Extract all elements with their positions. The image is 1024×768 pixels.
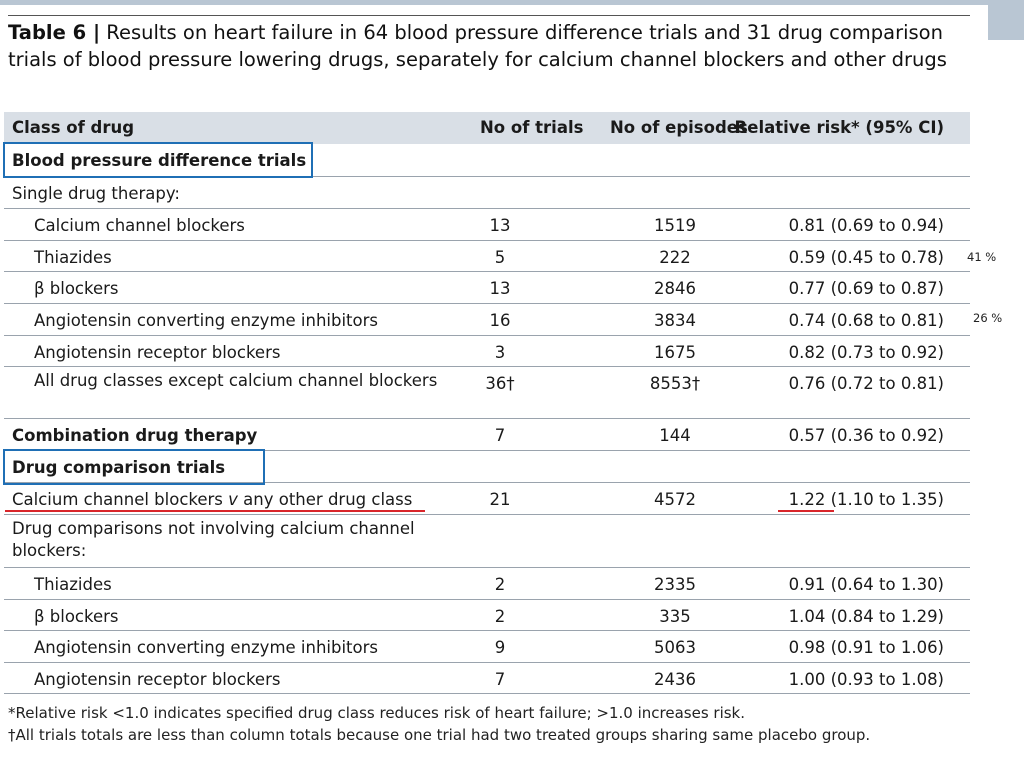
row-label: Angiotensin converting enzyme inhibitors: [34, 311, 379, 330]
table-row: Calcium channel blockers 13 1519 0.81 (0…: [4, 209, 970, 241]
row-label: β blockers: [34, 607, 119, 626]
table-row-ccb-vs-other: Calcium channel blockers v any other dru…: [4, 483, 970, 515]
corner-accent: [988, 0, 1024, 40]
row-episodes: 144: [659, 426, 691, 445]
row-label: Thiazides: [34, 575, 112, 594]
row-trials: 9: [494, 638, 506, 657]
side-note-ace: 26 %: [973, 311, 1003, 325]
col-header-trials: No of trials: [480, 118, 584, 137]
row-trials: 21: [489, 490, 511, 509]
highlight-box-drug-comparison: [3, 449, 265, 485]
row-episodes: 3834: [654, 311, 696, 330]
table-row: β blockers 13 2846 0.77 (0.69 to 0.87): [4, 272, 970, 304]
col-header-class: Class of drug: [12, 118, 135, 137]
row-episodes: 1519: [654, 216, 696, 235]
table-number: Table 6 |: [8, 21, 101, 44]
table-title: Table 6 | Results on heart failure in 64…: [8, 19, 983, 73]
table-row: Thiazides 5 222 0.59 (0.45 to 0.78): [4, 241, 970, 272]
row-label: Calcium channel blockers v any other dru…: [12, 490, 412, 509]
subheading-row-single-drug: Single drug therapy:: [4, 177, 970, 209]
red-underline-rr-value: [778, 510, 834, 512]
row-label: β blockers: [34, 279, 119, 298]
row-relative-risk: 0.91 (0.64 to 1.30): [788, 575, 944, 594]
row-episodes: 222: [659, 248, 691, 267]
section-row-bp-difference: Blood pressure difference trials: [4, 144, 970, 177]
table-row: Angiotensin receptor blockers 7 2436 1.0…: [4, 663, 970, 694]
row-label: Drug comparison trials: [12, 458, 226, 477]
table-row: Thiazides 2 2335 0.91 (0.64 to 1.30): [4, 568, 970, 600]
row-label: Thiazides: [34, 248, 112, 267]
row-episodes: 335: [659, 607, 691, 626]
section-row-drug-comparison: Drug comparison trials: [4, 451, 970, 483]
top-accent-bar: [0, 0, 1024, 5]
table-row-combination: Combination drug therapy 7 144 0.57 (0.3…: [4, 419, 970, 451]
row-episodes: 4572: [654, 490, 696, 509]
row-trials: 7: [494, 670, 506, 689]
row-trials: 2: [494, 575, 506, 594]
row-label: Drug comparisons not involving calcium c…: [12, 519, 415, 560]
footnote-dagger: †All trials totals are less than column …: [8, 726, 871, 744]
row-trials: 36†: [485, 374, 515, 393]
row-trials: 5: [494, 248, 506, 267]
row-relative-risk: 1.22 (1.10 to 1.35): [788, 490, 944, 509]
col-header-relative-risk: Relative risk* (95% CI): [734, 118, 944, 137]
row-relative-risk: 0.77 (0.69 to 0.87): [788, 279, 944, 298]
row-episodes: 2846: [654, 279, 696, 298]
row-trials: 7: [494, 426, 506, 445]
subheading-row-non-ccb: Drug comparisons not involving calcium c…: [4, 515, 970, 568]
col-header-episodes: No of episodes: [610, 118, 748, 137]
row-relative-risk: 0.57 (0.36 to 0.92): [788, 426, 944, 445]
row-label: Angiotensin receptor blockers: [34, 343, 281, 362]
row-episodes: 2335: [654, 575, 696, 594]
row-label: Blood pressure difference trials: [12, 151, 307, 170]
row-relative-risk: 1.04 (0.84 to 1.29): [788, 607, 944, 626]
highlight-box-bp-difference: [3, 142, 313, 178]
table-row: β blockers 2 335 1.04 (0.84 to 1.29): [4, 600, 970, 631]
row-label-a: Calcium channel blockers: [12, 490, 229, 509]
row-label: Angiotensin converting enzyme inhibitors: [34, 638, 379, 657]
table-header: Class of drug No of trials No of episode…: [4, 112, 970, 144]
row-trials: 13: [489, 216, 511, 235]
row-relative-risk: 0.59 (0.45 to 0.78): [788, 248, 944, 267]
table-row: Angiotensin receptor blockers 3 1675 0.8…: [4, 336, 970, 367]
row-label: Combination drug therapy: [12, 426, 258, 445]
row-label: Angiotensin receptor blockers: [34, 670, 281, 689]
row-episodes: 5063: [654, 638, 696, 657]
row-trials: 3: [494, 343, 506, 362]
row-label-b: any other drug class: [237, 490, 413, 509]
table-row: All drug classes except calcium channel …: [4, 367, 970, 419]
row-label: Single drug therapy:: [12, 184, 180, 203]
row-label: Calcium channel blockers: [34, 216, 245, 235]
side-note-thiazides: 41 %: [967, 250, 997, 264]
row-episodes: 2436: [654, 670, 696, 689]
row-episodes: 1675: [654, 343, 696, 362]
row-relative-risk: 1.00 (0.93 to 1.08): [788, 670, 944, 689]
row-label-v: v: [228, 490, 238, 509]
table-top-rule: [8, 15, 970, 16]
row-relative-risk: 0.81 (0.69 to 0.94): [788, 216, 944, 235]
red-underline-ccb-label: [5, 510, 425, 512]
table-row: Angiotensin converting enzyme inhibitors…: [4, 631, 970, 663]
row-relative-risk: 0.98 (0.91 to 1.06): [788, 638, 944, 657]
row-trials: 2: [494, 607, 506, 626]
row-relative-risk: 0.74 (0.68 to 0.81): [788, 311, 944, 330]
row-trials: 13: [489, 279, 511, 298]
row-label: All drug classes except calcium channel …: [34, 371, 438, 390]
table-row: Angiotensin converting enzyme inhibitors…: [4, 304, 970, 336]
row-relative-risk: 0.82 (0.73 to 0.92): [788, 343, 944, 362]
table-footnotes: *Relative risk <1.0 indicates specified …: [8, 702, 968, 746]
table-title-text: Results on heart failure in 64 blood pre…: [8, 21, 947, 71]
footnote-relative-risk: *Relative risk <1.0 indicates specified …: [8, 704, 746, 722]
row-relative-risk: 0.76 (0.72 to 0.81): [788, 374, 944, 393]
row-trials: 16: [489, 311, 511, 330]
row-episodes: 8553†: [649, 374, 701, 393]
